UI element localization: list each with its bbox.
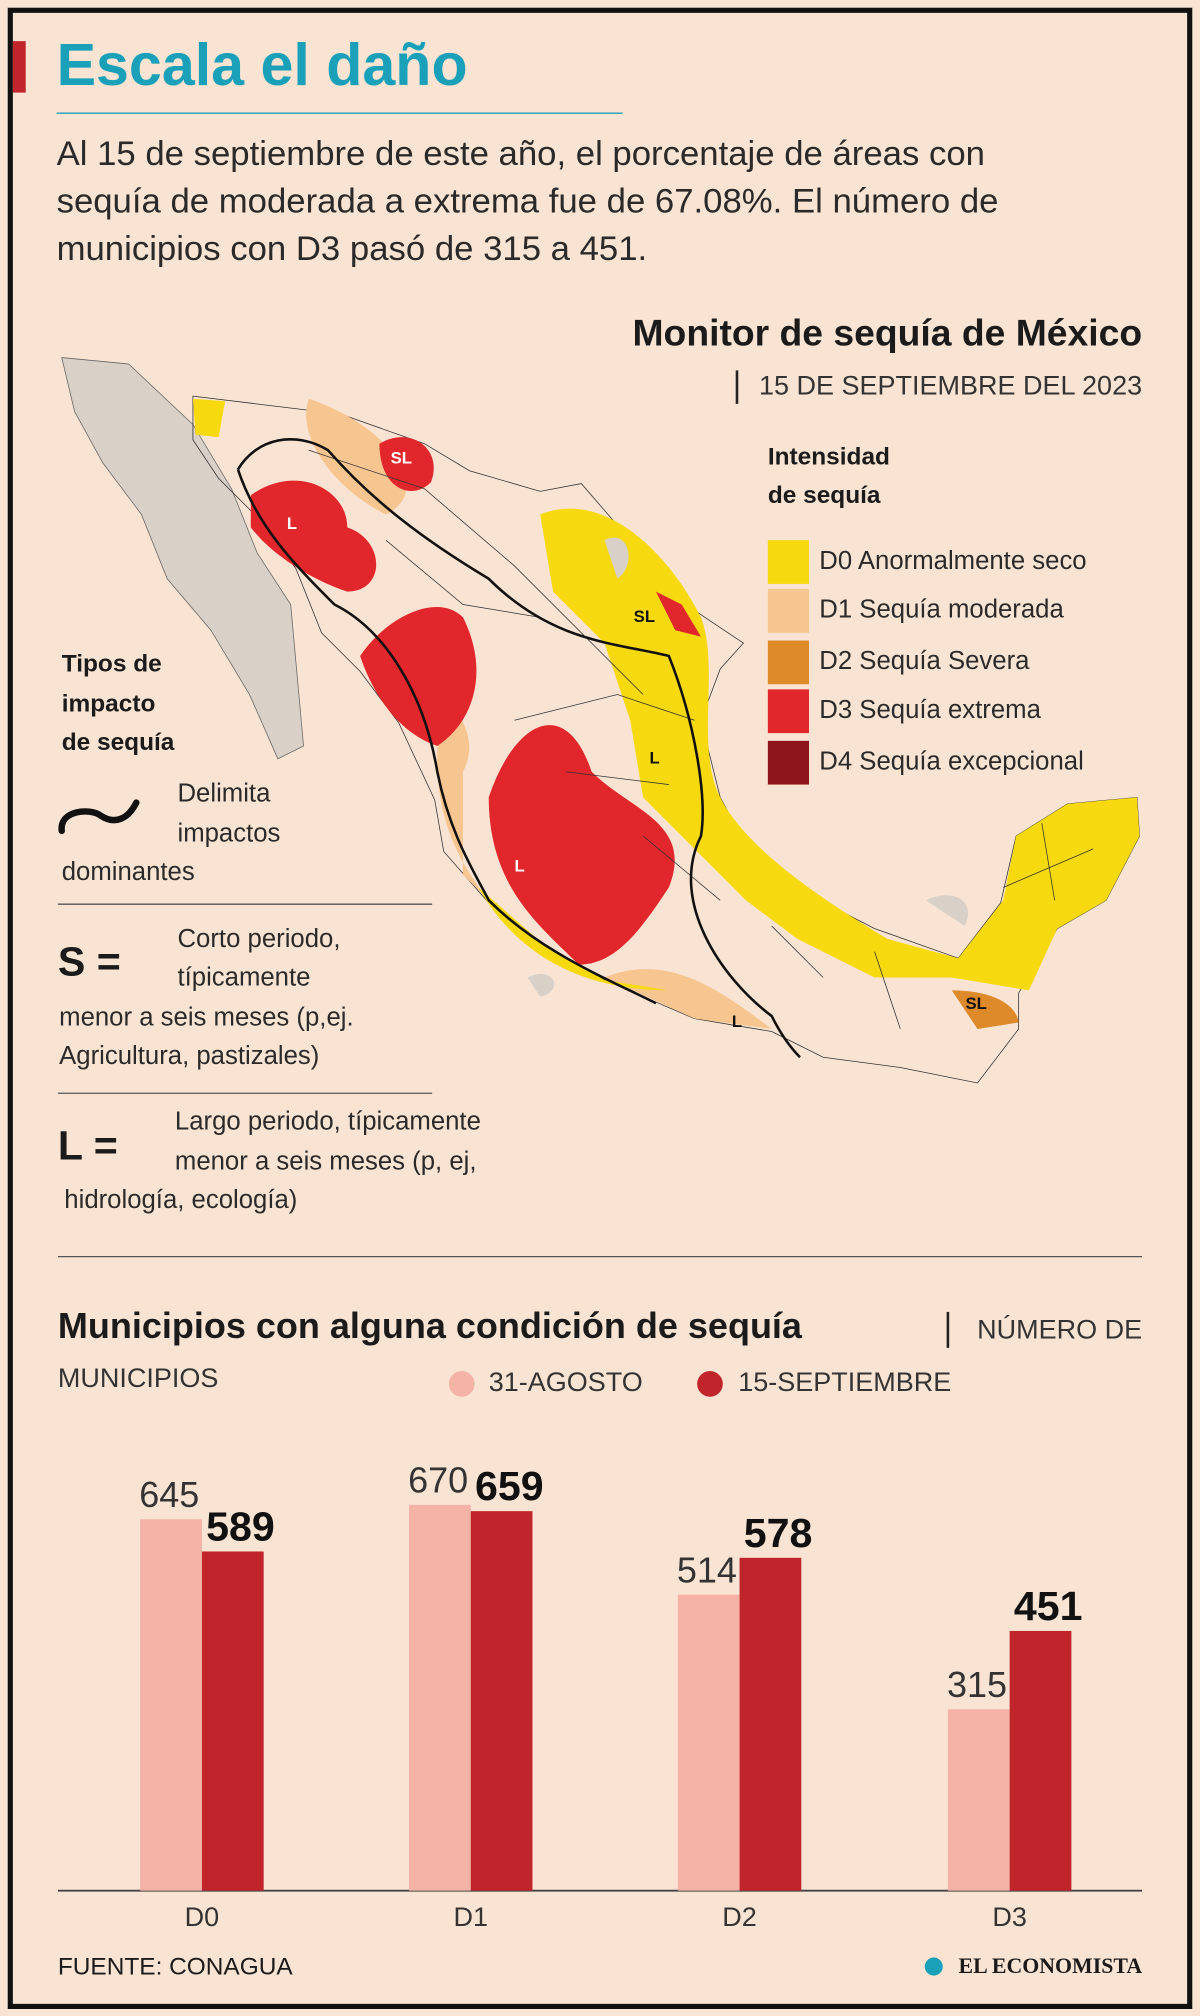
baja-california — [61, 357, 304, 760]
d2-area — [951, 990, 1019, 1029]
d3-area — [488, 725, 675, 965]
value-label: 451 — [1014, 1583, 1083, 1629]
value-label: 315 — [947, 1664, 1007, 1705]
d3-area — [250, 480, 377, 592]
map-title: Monitor de sequía de México — [633, 312, 1143, 354]
d1-area — [306, 398, 772, 1029]
impact-text: dominantes — [62, 858, 195, 886]
map-label: SL — [634, 607, 655, 626]
bar — [677, 1594, 740, 1891]
bar — [947, 1709, 1010, 1891]
legend-label: D0 Anormalmente seco — [819, 547, 1086, 575]
map-label: L — [650, 748, 660, 767]
value-label: 514 — [677, 1549, 737, 1590]
impact-text: hidrología, ecología) — [64, 1186, 297, 1214]
brand: EL ECONOMISTA — [958, 1954, 1142, 1978]
x-tick-label: D3 — [992, 1902, 1027, 1932]
legend-swatch — [767, 540, 810, 584]
chart-title: Municipios con alguna condición de sequí… — [58, 1305, 803, 1346]
value-label: 645 — [139, 1474, 199, 1515]
impact-boundary — [236, 438, 801, 1059]
chart-subtitle: NÚMERO DE — [977, 1313, 1142, 1344]
impact-key: L = — [58, 1122, 118, 1168]
impact-text: Delimita — [177, 780, 271, 808]
legend-label: 31-AGOSTO — [489, 1367, 643, 1397]
bar — [470, 1511, 533, 1891]
d3-area — [360, 607, 477, 746]
map-label: L — [732, 1012, 742, 1031]
impact-key: S = — [58, 939, 121, 985]
legend-swatch — [767, 740, 810, 785]
map-date: 15 DE SEPTIEMBRE DEL 2023 — [759, 370, 1142, 400]
legend-title: de sequía — [768, 482, 881, 509]
legend-label: 15-SEPTIEMBRE — [738, 1367, 951, 1397]
brand-logo — [924, 1957, 943, 1976]
legend-label: D1 Sequía moderada — [819, 596, 1064, 624]
chart-subtitle: MUNICIPIOS — [58, 1363, 219, 1393]
x-tick-label: D2 — [722, 1902, 757, 1932]
legend-title: Intensidad — [768, 443, 890, 470]
intro-line: municipios con D3 pasó de 315 a 451. — [57, 230, 648, 268]
bar — [201, 1551, 264, 1891]
page-title: Escala el daño — [57, 31, 468, 98]
intro-line: sequía de moderada a extrema fue de 67.0… — [57, 182, 999, 220]
state-borders — [308, 449, 1094, 1030]
source: FUENTE: CONAGUA — [58, 1953, 293, 1980]
d3-area — [655, 591, 701, 637]
legend-swatch — [767, 640, 810, 685]
bar — [1009, 1630, 1072, 1891]
impact-title: impacto — [62, 690, 156, 717]
d3-area — [379, 437, 434, 491]
legend-marker — [697, 1371, 723, 1397]
map-label: L — [287, 514, 297, 533]
legend-swatch — [767, 589, 810, 633]
legend-label: D3 Sequía extrema — [819, 696, 1041, 724]
legend-swatch — [767, 689, 810, 734]
x-tick-label: D0 — [185, 1902, 220, 1932]
bar — [739, 1557, 802, 1891]
bar — [409, 1504, 471, 1891]
map — [61, 357, 1140, 1084]
accent-bar — [12, 41, 26, 93]
x-tick-label: D1 — [453, 1902, 488, 1932]
impact-text: impactos — [177, 820, 280, 848]
value-label: 670 — [408, 1459, 468, 1500]
legend-marker — [448, 1371, 475, 1397]
value-label: 659 — [475, 1463, 544, 1509]
impact-text: típicamente — [177, 964, 310, 992]
map-label: SL — [391, 449, 412, 468]
impact-title: Tipos de — [62, 650, 162, 677]
impact-text: Corto periodo, — [177, 925, 340, 953]
impact-text: Agricultura, pastizales) — [59, 1042, 319, 1070]
value-label: 578 — [744, 1510, 813, 1556]
intro-line: Al 15 de septiembre de este año, el porc… — [57, 135, 985, 173]
impact-text: menor a seis meses (p,ej. — [59, 1003, 353, 1031]
value-label: 589 — [206, 1503, 275, 1549]
map-label: SL — [966, 994, 987, 1013]
bar — [140, 1519, 202, 1891]
impact-title: de sequía — [62, 729, 175, 756]
boundary-symbol — [58, 799, 140, 835]
map-label: L — [515, 856, 525, 875]
legend-label: D4 Sequía excepcional — [819, 747, 1084, 775]
legend-label: D2 Sequía Severa — [819, 647, 1030, 675]
impact-text: menor a seis meses (p, ej, — [175, 1147, 477, 1175]
impact-text: Largo periodo, típicamente — [175, 1108, 481, 1136]
